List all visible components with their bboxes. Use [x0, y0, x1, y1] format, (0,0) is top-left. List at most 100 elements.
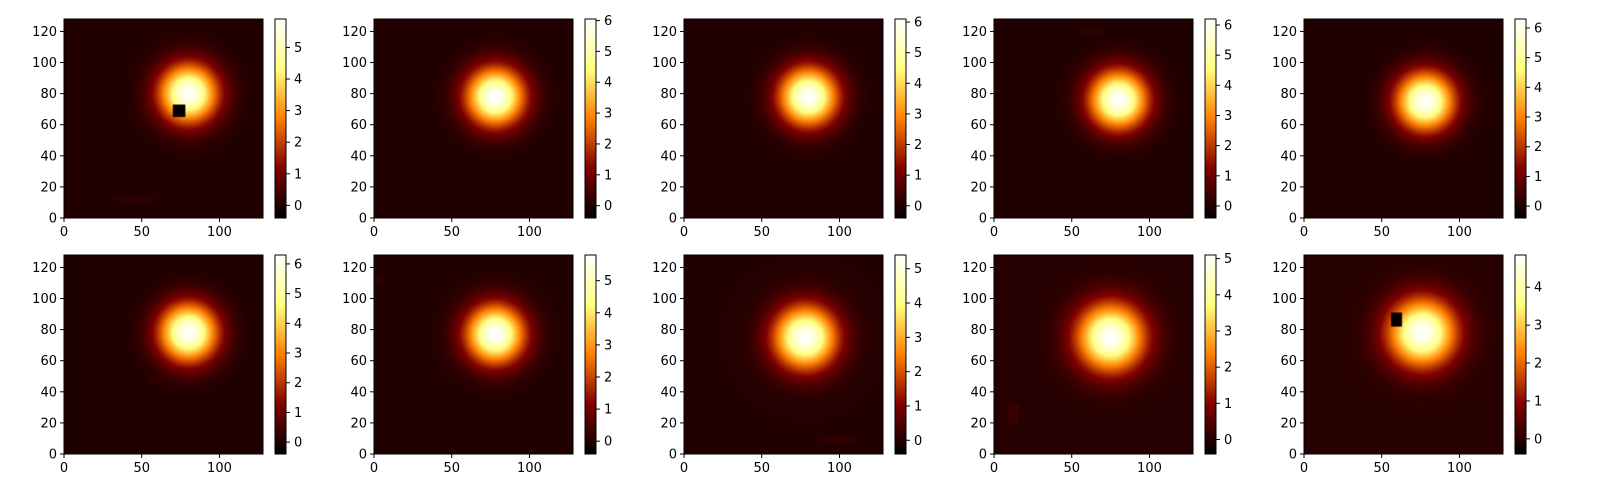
plot-frame	[373, 254, 574, 455]
y-tick-label: 0	[49, 448, 57, 463]
colorbar	[1515, 255, 1526, 454]
y-tick-label: 40	[660, 385, 677, 400]
x-tick-label: 100	[1137, 225, 1162, 240]
heatmap-panel: 0 50 100 0 20 40 60 80 100 120 0 1 2 3 4 5 6	[32, 254, 302, 476]
plot-frame	[1303, 18, 1504, 219]
y-tick-label: 20	[350, 416, 367, 431]
y-tick-label: 40	[350, 149, 367, 164]
colorbar-frame	[1514, 18, 1527, 219]
y-tick-label: 20	[660, 180, 677, 195]
colorbar-tick-label: 4	[1224, 288, 1232, 303]
heatmap-image	[994, 19, 1193, 218]
plot-frame	[1303, 254, 1504, 455]
heatmap-panel: 0 50 100 0 20 40 60 80 100 120 0 1 2 3 4 5	[32, 18, 302, 240]
y-tick-label: 80	[40, 87, 57, 102]
heatmap-image	[1304, 19, 1503, 218]
y-tick-label: 120	[962, 25, 987, 40]
plot-frame	[63, 254, 264, 455]
y-tick-label: 20	[40, 180, 57, 195]
x-tick-label: 100	[517, 225, 542, 240]
x-tick-label: 50	[133, 461, 150, 476]
colorbar-tick-label: 5	[1534, 51, 1542, 66]
plot-frame	[993, 18, 1194, 219]
y-tick-label: 80	[1280, 87, 1297, 102]
colorbar-tick-label: 2	[1534, 140, 1542, 155]
x-tick-label: 0	[990, 225, 998, 240]
y-tick-label: 120	[342, 25, 367, 40]
y-tick-label: 60	[350, 354, 367, 369]
colorbar-tick-label: 0	[604, 435, 612, 450]
y-tick-label: 40	[40, 149, 57, 164]
colorbar-tick-label: 1	[1534, 170, 1542, 185]
x-tick-label: 0	[990, 461, 998, 476]
colorbar-frame	[274, 18, 287, 219]
x-tick-label: 50	[1373, 225, 1390, 240]
y-tick-label: 0	[49, 212, 57, 227]
y-tick-label: 40	[660, 149, 677, 164]
colorbar-tick-label: 3	[1224, 324, 1232, 339]
y-tick-label: 80	[1280, 323, 1297, 338]
colorbar-tick-label: 2	[294, 136, 302, 151]
colorbar	[1205, 19, 1216, 218]
colorbar-tick-label: 1	[1224, 169, 1232, 184]
colorbar-tick-label: 5	[604, 274, 612, 289]
y-tick-label: 0	[1289, 212, 1297, 227]
y-tick-label: 120	[342, 261, 367, 276]
colorbar-tick-label: 3	[604, 338, 612, 353]
colorbar-tick-label: 4	[294, 317, 302, 332]
y-tick-label: 120	[1272, 261, 1297, 276]
colorbar	[1205, 255, 1216, 454]
colorbar-tick-label: 2	[604, 137, 612, 152]
x-tick-label: 0	[370, 461, 378, 476]
heatmap-image	[64, 255, 263, 454]
x-tick-label: 100	[517, 461, 542, 476]
heatmap-panel: 0 50 100 0 20 40 60 80 100 120 0 1 2 3 4 5 6	[1272, 18, 1542, 240]
colorbar	[275, 255, 286, 454]
colorbar-tick-label: 6	[294, 257, 302, 272]
colorbar-tick-label: 5	[1224, 49, 1232, 64]
y-tick-label: 80	[660, 323, 677, 338]
y-tick-label: 0	[979, 212, 987, 227]
heatmap-panel: 0 50 100 0 20 40 60 80 100 120 0 1 2 3 4 5	[342, 254, 612, 476]
y-tick-label: 120	[32, 25, 57, 40]
colorbar-frame	[894, 254, 907, 455]
heatmap-panel: 0 50 100 0 20 40 60 80 100 120 0 1 2 3 4 5 6	[652, 16, 922, 240]
y-tick-label: 60	[1280, 354, 1297, 369]
colorbar-tick-label: 3	[1534, 319, 1542, 334]
y-tick-label: 60	[350, 118, 367, 133]
colorbar-tick-label: 1	[294, 167, 302, 182]
colorbar-tick-label: 1	[914, 399, 922, 414]
plot-frame	[683, 254, 884, 455]
y-tick-label: 100	[1272, 292, 1297, 307]
heatmap-image	[1304, 255, 1503, 454]
colorbar-tick-label: 6	[1534, 21, 1542, 36]
y-tick-label: 40	[970, 385, 987, 400]
y-tick-label: 40	[1280, 149, 1297, 164]
colorbar-tick-label: 4	[604, 306, 612, 321]
colorbar-tick-label: 0	[1534, 200, 1542, 215]
x-tick-label: 50	[443, 461, 460, 476]
y-tick-label: 120	[32, 261, 57, 276]
x-tick-label: 50	[133, 225, 150, 240]
y-tick-label: 20	[970, 180, 987, 195]
colorbar-tick-label: 5	[294, 287, 302, 302]
heatmap-panel: 0 50 100 0 20 40 60 80 100 120 0 1 2 3 4 5	[962, 252, 1232, 476]
x-tick-label: 100	[827, 225, 852, 240]
y-tick-label: 100	[652, 292, 677, 307]
colorbar-tick-label: 6	[1224, 19, 1232, 34]
colorbar-tick-label: 4	[914, 77, 922, 92]
colorbar	[585, 19, 596, 218]
y-tick-label: 40	[350, 385, 367, 400]
x-tick-label: 100	[207, 225, 232, 240]
colorbar-tick-label: 2	[914, 365, 922, 380]
colorbar-tick-label: 0	[1224, 433, 1232, 448]
colorbar-tick-label: 1	[604, 403, 612, 418]
y-tick-label: 20	[1280, 180, 1297, 195]
y-tick-label: 80	[350, 323, 367, 338]
y-tick-label: 0	[1289, 448, 1297, 463]
y-tick-label: 20	[350, 180, 367, 195]
colorbar-tick-label: 2	[914, 138, 922, 153]
colorbar-tick-label: 6	[604, 14, 612, 29]
x-tick-label: 100	[1447, 461, 1472, 476]
heatmap-image	[684, 255, 883, 454]
